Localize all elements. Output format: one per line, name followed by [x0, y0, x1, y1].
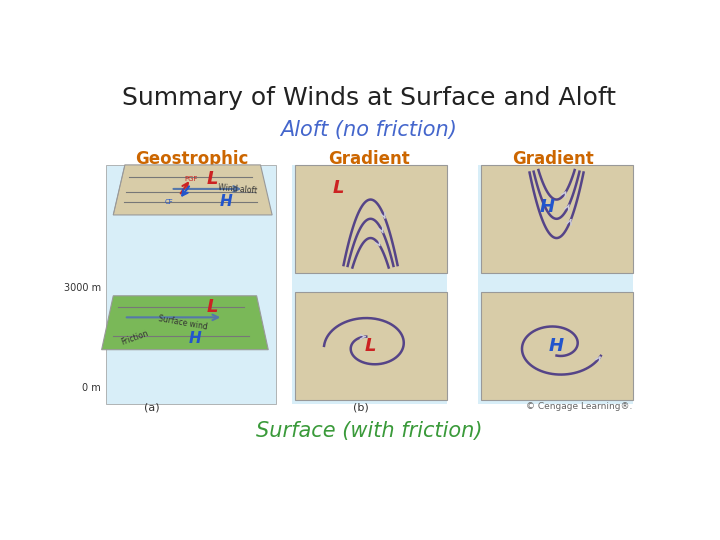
Text: 0 m: 0 m	[82, 383, 101, 393]
Text: Surface (with friction): Surface (with friction)	[256, 421, 482, 441]
Text: Wind aloft: Wind aloft	[218, 183, 258, 195]
Text: H: H	[549, 337, 564, 355]
Text: H: H	[188, 330, 201, 346]
Text: Gradient: Gradient	[513, 150, 594, 167]
Text: Gradient: Gradient	[328, 150, 410, 167]
Polygon shape	[477, 165, 632, 403]
Polygon shape	[106, 165, 276, 403]
Polygon shape	[113, 165, 272, 215]
Text: H: H	[540, 198, 555, 216]
Text: © Cengage Learning®.: © Cengage Learning®.	[526, 402, 632, 411]
Text: L: L	[207, 298, 218, 316]
Polygon shape	[295, 165, 446, 273]
Text: Friction: Friction	[120, 329, 149, 347]
Text: (a): (a)	[144, 402, 160, 412]
Text: PGF: PGF	[184, 176, 198, 182]
Polygon shape	[295, 292, 446, 400]
Text: Aloft (no friction): Aloft (no friction)	[281, 120, 457, 140]
Text: Geostrophic: Geostrophic	[135, 150, 249, 167]
Text: L: L	[207, 170, 218, 188]
Text: CF: CF	[165, 199, 174, 205]
Polygon shape	[292, 165, 446, 403]
Text: Summary of Winds at Surface and Aloft: Summary of Winds at Surface and Aloft	[122, 86, 616, 110]
Text: 3000 m: 3000 m	[64, 283, 101, 293]
Polygon shape	[113, 165, 125, 215]
Text: (b): (b)	[354, 402, 369, 412]
Text: L: L	[332, 179, 343, 197]
Polygon shape	[482, 292, 632, 400]
Text: Surface wind: Surface wind	[158, 314, 208, 332]
Text: L: L	[365, 337, 377, 355]
Polygon shape	[482, 165, 632, 273]
Polygon shape	[102, 296, 269, 350]
Text: H: H	[220, 194, 232, 210]
